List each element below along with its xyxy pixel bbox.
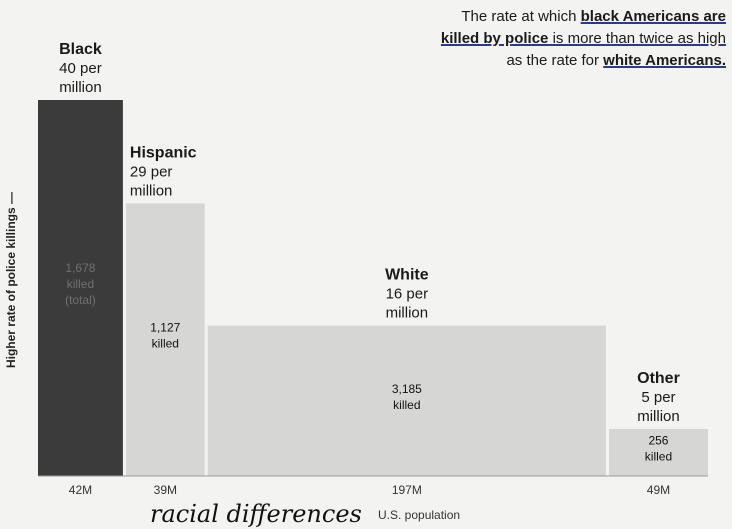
rate-label-white: 16 per [386, 286, 429, 303]
rate-label-hispanic: 29 per [130, 163, 173, 180]
killed-label-black: (total) [65, 293, 96, 307]
headline-part-3: is more than twice as high [548, 30, 726, 47]
handwritten-note: racial differences [150, 500, 362, 528]
killed-label-other: 256 [648, 434, 668, 448]
population-tick-black: 42M [69, 483, 92, 497]
headline-part-4: as the rate for [506, 52, 604, 69]
rate-label-white: million [386, 305, 429, 322]
killed-label-hispanic: 1,127 [150, 321, 180, 335]
category-label-other: Other [637, 370, 680, 387]
category-label-hispanic: Hispanic [130, 144, 197, 161]
headline: The rate at which black Americans are ki… [346, 6, 726, 72]
population-tick-other: 49M [647, 483, 670, 497]
killed-label-black: killed [67, 277, 94, 291]
rate-label-other: 5 per [641, 389, 675, 406]
rate-label-hispanic: million [130, 182, 173, 199]
headline-part-1: The rate at which [461, 8, 581, 25]
bar-other [609, 429, 708, 476]
killed-label-white: 3,185 [392, 382, 422, 396]
bar-black [38, 100, 123, 476]
population-tick-white: 197M [392, 483, 422, 497]
killed-label-white: killed [393, 398, 420, 412]
killed-label-hispanic: killed [152, 337, 179, 351]
rate-label-other: million [637, 408, 680, 425]
category-label-black: Black [59, 41, 102, 58]
killed-label-black: 1,678 [65, 261, 95, 275]
rate-label-black: 40 per [59, 60, 102, 77]
x-axis-label: U.S. population [378, 508, 461, 522]
bar-white [207, 325, 606, 476]
bar-hispanic [125, 203, 205, 476]
headline-black-americans: black Americans are [580, 8, 726, 25]
rate-label-black: million [59, 79, 102, 96]
population-tick-hispanic: 39M [154, 483, 177, 497]
headline-killed-by-police: killed by police [440, 30, 549, 47]
category-label-white: White [385, 267, 429, 284]
killed-label-other: killed [645, 450, 672, 464]
headline-white-americans: white Americans. [603, 52, 726, 69]
